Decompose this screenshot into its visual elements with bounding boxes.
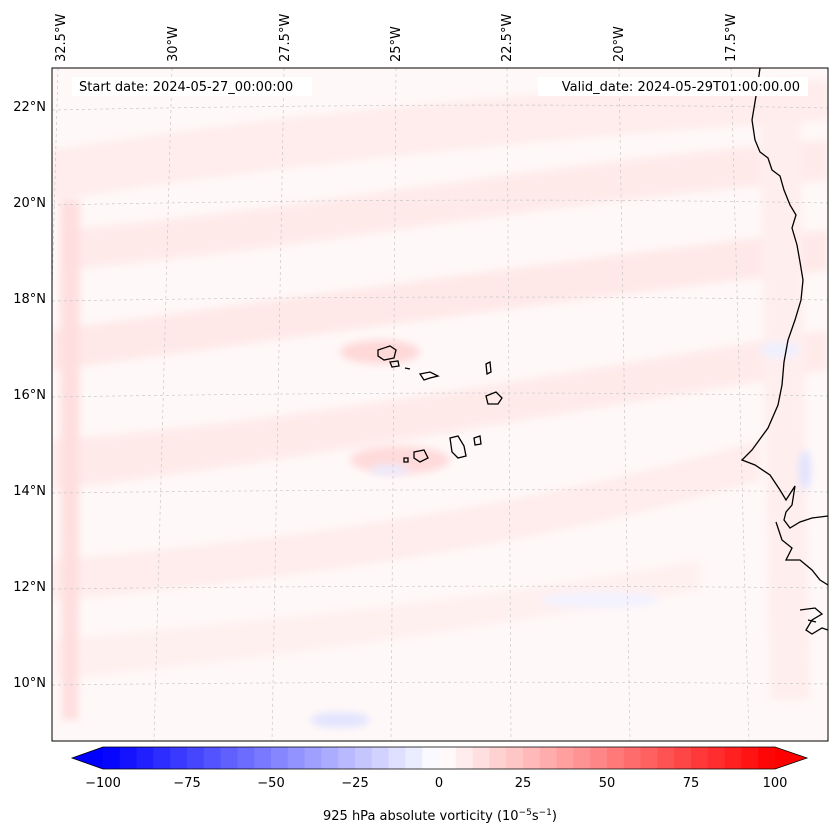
start-date-box xyxy=(72,77,312,96)
colorbar-cell xyxy=(539,747,558,769)
colorbar-tick-label: −100 xyxy=(85,776,121,791)
colorbar-cell xyxy=(237,747,255,769)
santo-antao xyxy=(377,345,397,361)
colorbar: −100 −75 −50 −25 0 25 50 75 100 925 hPa … xyxy=(70,746,809,824)
colorbar-ticks: −100 −75 −50 −25 0 25 50 75 100 xyxy=(85,776,787,791)
negative-vorticity-patches xyxy=(310,342,811,728)
colorbar-cell xyxy=(657,747,675,769)
colorbar-cell xyxy=(119,747,138,769)
colorbar-tick-label: −75 xyxy=(173,776,200,791)
latitude-labels: 22°N 20°N 18°N 16°N 14°N 12°N 10°N xyxy=(13,100,46,691)
lon-label-22-5w: 22.5°W xyxy=(500,14,515,62)
colorbar-tick-label: 75 xyxy=(683,776,700,791)
colorbar-cell xyxy=(573,747,591,769)
colorbar-tick-label: −25 xyxy=(341,776,368,791)
colorbar-tick-label: 25 xyxy=(515,776,532,791)
valid-date-label: Valid_date: 2024-05-29T01:00:00.00 xyxy=(562,80,800,95)
colorbar-cell xyxy=(506,747,524,769)
lat-label-12n: 12°N xyxy=(13,580,46,595)
lon-label-32-5w: 32.5°W xyxy=(54,14,69,62)
start-date-label: Start date: 2024-05-27_00:00:00 xyxy=(79,80,293,95)
colorbar-cell xyxy=(405,747,423,769)
fogo xyxy=(413,449,429,463)
colorbar-cell xyxy=(691,747,709,769)
lat-label-22n: 22°N xyxy=(13,100,46,115)
colorbar-cells xyxy=(103,747,776,769)
colorbar-cell xyxy=(203,747,222,769)
colorbar-cell xyxy=(741,747,759,769)
colorbar-cell xyxy=(489,747,507,769)
maio xyxy=(473,435,482,446)
colorbar-outline xyxy=(70,746,809,770)
colorbar-cell xyxy=(271,747,289,769)
colorbar-cell xyxy=(472,747,490,769)
coastlines xyxy=(377,68,828,635)
colorbar-cell xyxy=(422,747,440,769)
gridlines xyxy=(52,68,828,741)
lat-label-10n: 10°N xyxy=(13,676,46,691)
map-panel: Start date: 2024-05-27_00:00:00 Valid_da… xyxy=(13,14,829,742)
colorbar-cell xyxy=(455,747,474,769)
brava xyxy=(403,457,409,463)
colorbar-cell xyxy=(103,747,121,769)
colorbar-cell xyxy=(674,747,692,769)
vorticity-field xyxy=(52,80,828,728)
colorbar-tick-label: 50 xyxy=(599,776,616,791)
sao-vicente xyxy=(389,360,400,368)
sao-nicolau xyxy=(418,371,440,381)
colorbar-cell xyxy=(523,747,541,769)
map-frame xyxy=(51,67,829,742)
santiago xyxy=(449,435,467,459)
lat-label-16n: 16°N xyxy=(13,388,46,403)
colorbar-cell xyxy=(287,747,306,769)
lon-label-27-5w: 27.5°W xyxy=(278,14,293,62)
lon-label-25w: 25°W xyxy=(389,26,404,62)
colorbar-cell xyxy=(439,747,457,769)
lon-label-30w: 30°W xyxy=(166,26,181,62)
colorbar-title: 925 hPa absolute vorticity (10−5s−1) xyxy=(323,808,557,824)
positive-vorticity-bands xyxy=(52,80,828,720)
colorbar-cell xyxy=(607,747,625,769)
colorbar-cell xyxy=(338,747,356,769)
sal xyxy=(485,360,492,376)
colorbar-extend-min xyxy=(72,747,103,769)
colorbar-cell xyxy=(304,747,322,769)
colorbar-cell xyxy=(623,747,642,769)
colorbar-extend-max xyxy=(775,747,807,769)
valid-date-box xyxy=(538,77,808,96)
colorbar-cell xyxy=(724,747,742,769)
lat-label-14n: 14°N xyxy=(13,484,46,499)
lat-label-20n: 20°N xyxy=(13,196,46,211)
colorbar-cell xyxy=(355,747,373,769)
colorbar-cell xyxy=(371,747,390,769)
colorbar-cell xyxy=(707,747,726,769)
colorbar-tick-label: −50 xyxy=(257,776,284,791)
boa-vista xyxy=(485,391,503,405)
colorbar-cell xyxy=(187,747,205,769)
colorbar-cell xyxy=(388,747,406,769)
colorbar-cell xyxy=(170,747,188,769)
colorbar-cell xyxy=(758,747,776,769)
colorbar-cell xyxy=(220,747,238,769)
colorbar-tick-label: 100 xyxy=(763,776,788,791)
colorbar-tick-label: 0 xyxy=(435,776,443,791)
lon-label-17-5w: 17.5°W xyxy=(724,14,739,62)
lat-label-18n: 18°N xyxy=(13,292,46,307)
colorbar-cell xyxy=(590,747,608,769)
africa-coastline xyxy=(740,68,828,529)
longitude-labels: 32.5°W 30°W 27.5°W 25°W 22.5°W 20°W 17.5… xyxy=(54,14,739,62)
colorbar-cell xyxy=(556,747,574,769)
colorbar-cell xyxy=(640,747,658,769)
colorbar-cell xyxy=(136,747,154,769)
santa-luzia xyxy=(404,367,411,370)
colorbar-cell xyxy=(153,747,171,769)
colorbar-cell xyxy=(321,747,339,769)
lon-label-20w: 20°W xyxy=(612,26,627,62)
colorbar-cell xyxy=(254,747,272,769)
